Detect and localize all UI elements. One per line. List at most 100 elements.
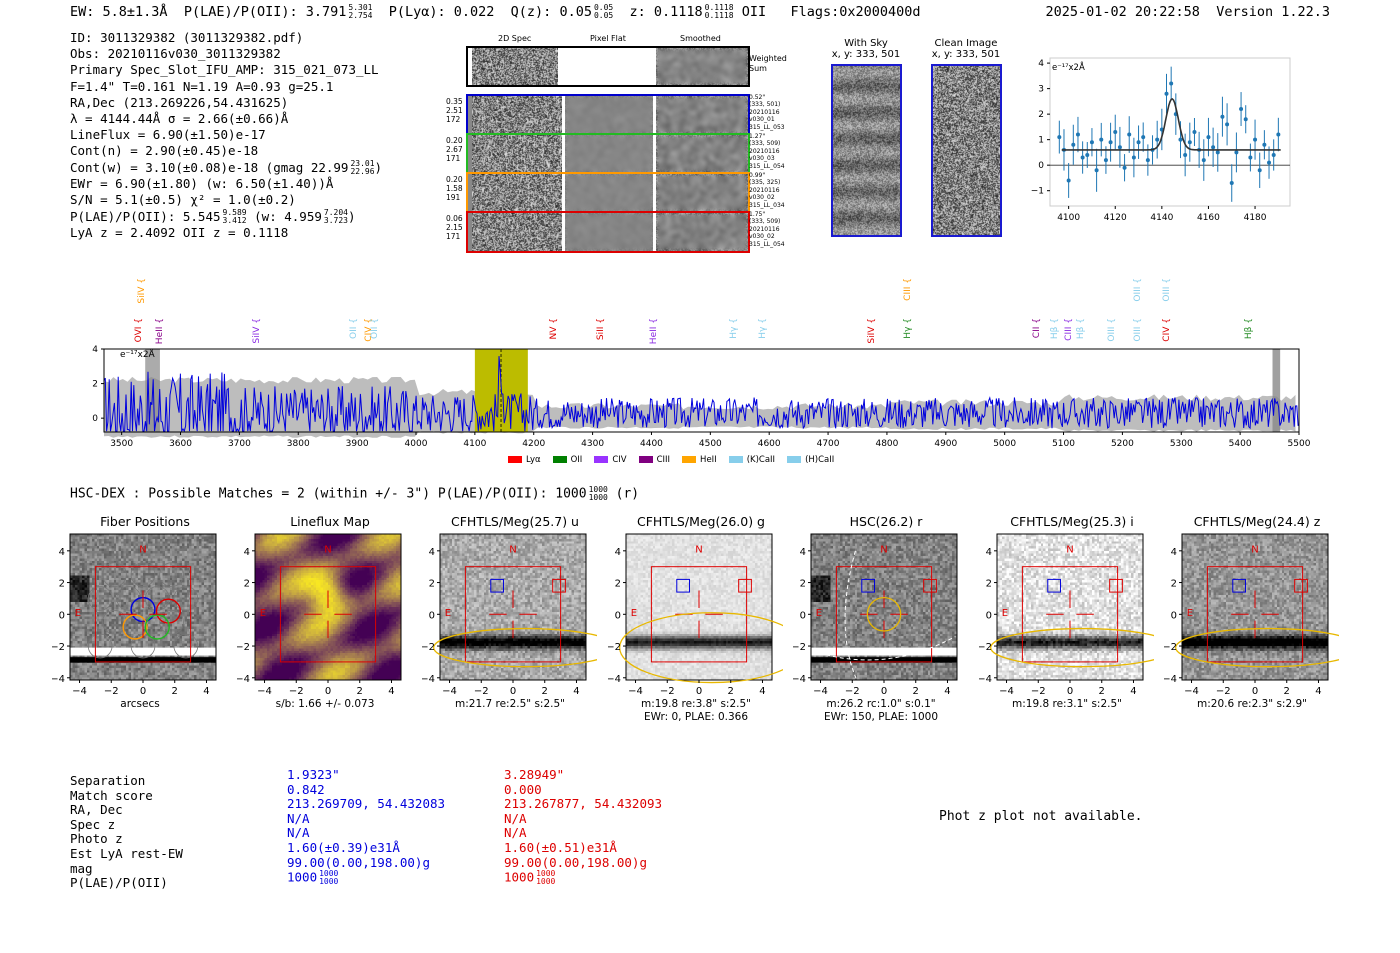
info-contn: Cont(n) = 2.90(±0.45)e-18 [70,143,259,159]
cutout-caption: m:26.2 rc:1.0" s:0.1" EWr: 150, PLAE: 100… [791,698,971,724]
zoom-data-point [1108,140,1113,145]
north-label: N [324,544,331,555]
zoom-xtick-label: 4100 [1057,213,1080,223]
bright-stripe [811,647,957,656]
cutout-caption-line: m:21.7 re:2.5" s:2.5" [455,698,565,710]
cutout-xtick-label: −2 [474,686,489,697]
cutout-ytick-label: 4 [615,547,621,558]
cutout-ytick-label: 4 [429,547,435,558]
with-sky-label: With Sky [844,38,888,49]
spectrum-unit-label: e⁻¹⁷x2Å [120,348,156,360]
emission-line-label: Hβ { [1049,318,1060,340]
spec-row-meta: 315_LL_053 [749,123,785,131]
cutout-xtick-label: 0 [325,686,331,697]
cutout-caption: m:19.8 re:3.8" s:2.5" EWr: 0, PLAE: 0.366 [606,698,786,724]
noise-image [472,213,562,251]
noise-image [472,48,558,85]
plae-end: ) [347,208,356,224]
north-label: N [880,544,887,555]
east-label: E [260,608,266,619]
m2-mag: 99.00(0.00,198.00)g [504,854,647,870]
spectrum-xtick-label: 5300 [1170,439,1193,449]
with-sky-image [831,64,902,237]
plae-value: P(LAE)/P(OII): 3.791 [183,4,347,20]
spectrum-xtick-label: 4900 [934,439,957,449]
contw-end: ) [374,159,383,175]
spec-row-left-label: 0.20 2.67 171 [446,136,463,163]
spectrum-xtick-label: 4300 [581,439,604,449]
legend-item: OII [552,454,583,465]
z-hi: 0.1118 [704,3,734,12]
legend-item: (K)CaII [728,455,775,465]
m1-frac-hi: 1000 [319,869,339,879]
spec-row-sep [653,174,656,212]
plae-w-lo: 3.723 [323,216,348,226]
info-plae-hi: 9.589 [222,208,247,218]
zoom-data-point [1089,140,1094,145]
cutout-xtick-label: 2 [357,686,363,697]
aperture-box [279,566,377,663]
spec-row-smoothed [656,135,748,173]
spec-row-meta: v030_02 [749,233,775,241]
cutout-ytick-label: 2 [59,579,65,590]
zoom-data-point [1262,142,1267,147]
emission-line-label: Hγ { [758,318,769,339]
zoom-data-point [1257,168,1262,173]
match-col-2: 3.28949" 0.000 213.267877, 54.432093 N/A… [504,767,662,886]
plae-text: P(LAE)/P(OII): 5.545 [70,208,221,224]
legend-swatch [508,456,522,463]
cutout-xtick-label: 2 [728,686,734,697]
cutout-ytick-label: −2 [793,642,806,653]
cutout-caption: m:19.8 re:3.1" s:2.5" [977,698,1157,711]
legend-item: CIII [638,455,670,465]
cutout-caption-line: m:19.8 re:3.1" s:2.5" [1012,698,1122,710]
noise-image [472,135,562,173]
cutout-xtick-label: 4 [573,686,579,697]
zoom-data-point [1201,158,1206,163]
zoom-data-point [1225,122,1230,127]
east-label: E [1187,608,1193,619]
m2-frac-hi: 1000 [536,869,556,879]
zoom-data-point [1206,135,1211,140]
label-lya-ew: Est LyA rest-EW [70,845,183,861]
zoom-data-point [1075,132,1080,137]
header-summary: EW: 5.8±1.3Å P(LAE)/P(OII): 3.791 5.301 2.… [70,3,921,21]
spec-row-flat [565,174,653,212]
info-plae: P(LAE)/P(OII): 5.545 9.589 3.412 (w: 4.959… [70,209,382,226]
east-label: E [75,608,81,619]
m2-score: 0.000 [504,781,542,797]
cutout-title: HSC(26.2) r [849,514,923,529]
cutout-ytick-label: 4 [1171,547,1177,558]
zoom-ytick-label: 3 [1038,85,1044,95]
zoom-data-point [1127,132,1132,137]
info-lambda: λ = 4144.44Å σ = 2.66(±0.66)Å [70,111,289,127]
north-label: N [139,544,146,555]
bright-stripe [70,647,216,656]
m2-plae-text: 1000 [504,869,535,885]
cutout-ytick-label: 4 [986,547,992,558]
fiber-circle [102,609,127,635]
full-spectrum-plot: e⁻¹⁷x2Å 4 2 0 3500 3600 3700 3800 3900 4000 4100 42… [92,345,1310,449]
spec-row-stat: 2.51 [446,106,463,115]
legend-swatch [594,456,609,463]
legend-label: OII [570,454,583,465]
zoom-data-point [1071,142,1076,147]
cutout-title: CFHTLS/Meg(25.3) i [1010,514,1134,529]
cutout-caption-line: s/b: 1.66 +/- 0.073 [275,698,375,710]
plae-hi: 5.301 [348,3,373,12]
m1-frac-lo: 1000 [319,877,339,887]
cutout-ytick-label: 2 [615,579,621,590]
east-label: E [816,608,822,619]
spec-row-meta: 20210116 [749,186,780,194]
spectrum-xtick-label: 5400 [1229,439,1252,449]
legend-label: (H)CaII [805,454,835,465]
spec-row-flat [565,135,653,173]
cutout-ytick-label: 0 [244,610,250,621]
spectrum-frame [103,348,1300,433]
cutout-xtick-label: −4 [1184,686,1199,697]
cutout-xtick-label: 4 [759,686,765,697]
match-box-blue [1047,578,1061,593]
version: Version 1.22.3 [1216,4,1330,20]
spec-row-meta: (333, 501) [749,101,781,109]
m2-photoz: N/A [504,825,527,841]
